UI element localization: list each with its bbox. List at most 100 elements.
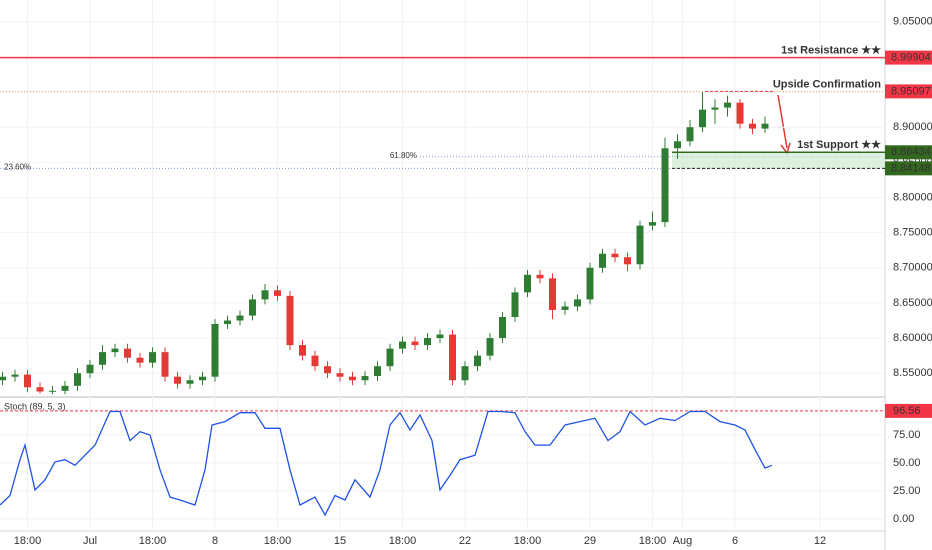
level-price-box xyxy=(885,403,932,418)
candle-body xyxy=(136,357,144,363)
x-tick-label: 22 xyxy=(459,535,471,547)
candle-body xyxy=(99,352,106,365)
x-tick-label: 18:00 xyxy=(639,535,667,547)
candle-body xyxy=(311,355,319,367)
x-tick-label: 12 xyxy=(814,535,826,547)
y-tick-label: 9.05000 xyxy=(893,16,932,28)
x-tick-label: 6 xyxy=(732,535,738,547)
candle-body xyxy=(336,373,344,377)
candle-body xyxy=(0,376,7,381)
candle-body xyxy=(486,338,494,356)
level-price-box xyxy=(885,84,932,99)
candle-body xyxy=(324,366,331,374)
candle-body xyxy=(624,257,631,265)
candle-body xyxy=(586,267,594,300)
candle-body xyxy=(736,102,744,124)
candle-body xyxy=(86,364,94,374)
x-tick-label: 18:00 xyxy=(14,535,42,547)
level-label: 1st Support ★★ xyxy=(797,139,881,151)
x-tick-label: 18:00 xyxy=(389,535,417,547)
candle-body xyxy=(199,376,206,381)
candle-body xyxy=(461,366,469,381)
x-tick-label: 18:00 xyxy=(264,535,292,547)
candle-body xyxy=(224,320,231,325)
arrow xyxy=(777,94,788,149)
candle-body xyxy=(249,299,256,316)
candle-body xyxy=(574,299,581,307)
level-label: 1st Resistance ★★ xyxy=(781,45,881,57)
candle-body xyxy=(24,374,31,388)
y-tick-label: 8.75000 xyxy=(893,227,932,239)
candle-body xyxy=(636,225,644,265)
x-tick-label: 29 xyxy=(584,535,596,547)
candle-body xyxy=(711,107,719,110)
support-zone xyxy=(672,152,885,169)
candle-body xyxy=(349,376,356,381)
candle-body xyxy=(661,148,669,223)
candle-body xyxy=(286,295,294,346)
candle-body xyxy=(186,380,194,384)
level-label: Upside Confirmation xyxy=(773,78,881,90)
candle-body xyxy=(399,341,406,349)
candle-body xyxy=(161,352,169,377)
candle-body xyxy=(524,274,531,293)
candle-body xyxy=(749,123,756,129)
y-tick-label: 8.55000 xyxy=(893,367,932,379)
candle-body xyxy=(211,324,219,377)
level-price-box xyxy=(885,145,932,160)
candle-body xyxy=(149,352,156,363)
candle-body xyxy=(611,253,619,258)
candle-body xyxy=(11,374,19,377)
x-tick-label: 18:00 xyxy=(514,535,542,547)
level-price-box xyxy=(885,50,932,65)
candle-body xyxy=(111,348,119,353)
candle-body xyxy=(261,290,269,300)
level-price: 96.56 xyxy=(893,405,921,417)
candle-body xyxy=(649,222,656,226)
x-tick-label: Jul xyxy=(83,535,97,547)
y-tick-label: 8.90000 xyxy=(893,121,932,133)
candle-body xyxy=(299,345,306,356)
candle-body xyxy=(386,348,394,367)
level-price-box xyxy=(885,161,932,176)
level-price: 8.84148 xyxy=(891,162,931,174)
y-tick-label: 8.65000 xyxy=(893,297,932,309)
y-tick-label: 8.60000 xyxy=(893,332,932,344)
candle-body xyxy=(561,306,569,310)
stoch-title: Stoch (89, 5, 3) xyxy=(4,401,66,411)
fib-label: 23.60% xyxy=(4,162,31,171)
candle-body xyxy=(361,376,369,381)
candle-body xyxy=(549,278,556,310)
candle-body xyxy=(49,390,56,392)
y-tick-label: 25.00 xyxy=(893,485,921,497)
candle-body xyxy=(36,387,44,392)
candle-body xyxy=(674,141,681,149)
x-tick-label: 8 xyxy=(212,535,218,547)
x-tick-label: 18:00 xyxy=(139,535,167,547)
candle-body xyxy=(124,348,131,358)
y-tick-label: 50.00 xyxy=(893,457,921,469)
level-price: 8.86434 xyxy=(891,146,931,158)
candle-body xyxy=(686,127,694,142)
y-tick-label: 0.00 xyxy=(893,513,914,525)
candle-body xyxy=(449,334,456,381)
candle-body xyxy=(411,341,419,346)
stoch-line xyxy=(0,410,773,517)
y-tick-label: 75.00 xyxy=(893,429,921,441)
candle-body xyxy=(599,253,606,268)
candle-body xyxy=(499,316,506,339)
level-price: 8.95097 xyxy=(891,85,931,97)
candle-body xyxy=(374,366,381,377)
y-tick-label: 8.70000 xyxy=(893,262,932,274)
level-price: 8.99904 xyxy=(891,52,931,64)
candle-body xyxy=(61,385,69,391)
candle-body xyxy=(436,334,444,339)
candle-body xyxy=(511,292,519,317)
candle-body xyxy=(724,102,731,108)
candle-body xyxy=(699,109,706,128)
candle-body xyxy=(274,290,281,296)
candle-body xyxy=(536,274,544,279)
y-tick-label: 8.80000 xyxy=(893,191,932,203)
x-tick-label: Aug xyxy=(673,535,693,547)
